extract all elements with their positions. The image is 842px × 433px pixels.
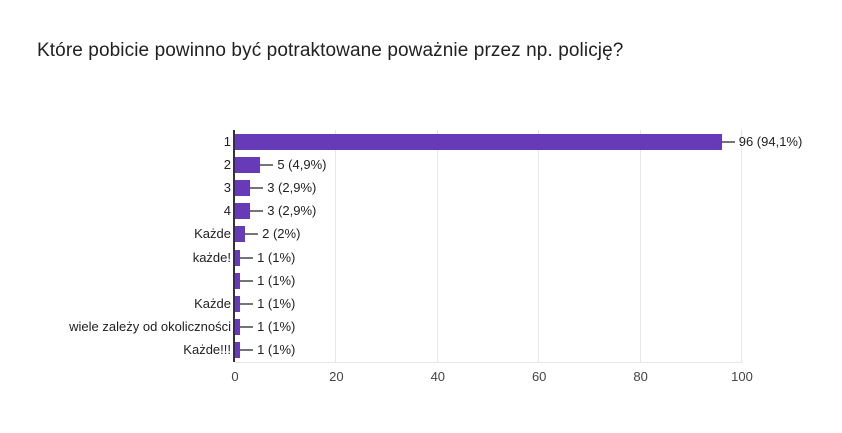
x-tick-label: 80 <box>633 369 648 384</box>
gridline <box>538 130 540 362</box>
gridline <box>741 130 742 362</box>
value-label: 1 (1%) <box>257 249 296 265</box>
leader-line <box>721 140 735 143</box>
category-label: wiele zależy od okoliczności <box>69 319 231 335</box>
gridline <box>335 130 337 362</box>
category-label: 4 <box>223 203 231 219</box>
category-label: Każde <box>194 226 231 242</box>
category-axis-labels: 1 2 3 4 Każde każde! Każde wiele zależy od okol… <box>0 130 231 362</box>
bar[interactable] <box>235 226 246 243</box>
category-label: 3 <box>223 180 231 195</box>
gridline <box>639 130 641 362</box>
leader-line <box>250 187 264 189</box>
category-label: 1 <box>223 133 231 149</box>
x-axis-tick-labels: 0 20 40 60 80 100 <box>231 369 752 389</box>
leader-line <box>240 326 254 329</box>
x-tick-label: 60 <box>531 369 547 384</box>
gridline <box>436 130 438 362</box>
bar[interactable] <box>235 249 241 266</box>
value-label: 3 (2,9%) <box>267 180 317 195</box>
y-axis-line <box>233 130 235 362</box>
value-label: 1 (1%) <box>257 342 296 358</box>
value-label: 5 (4,9%) <box>277 156 327 172</box>
value-label: 1 (1%) <box>257 272 296 288</box>
value-label: 2 (2%) <box>262 226 301 242</box>
leader-line <box>240 349 254 352</box>
value-label: 96 (94,1%) <box>738 133 803 149</box>
bar[interactable] <box>235 319 241 336</box>
bar[interactable] <box>235 133 722 150</box>
x-tick-label: 20 <box>329 369 344 384</box>
leader-line <box>245 233 259 236</box>
bar[interactable] <box>235 180 251 196</box>
category-label: 2 <box>223 156 231 172</box>
category-label: Każde!!! <box>183 342 231 358</box>
bar[interactable] <box>235 156 261 173</box>
x-tick-label: 0 <box>231 369 239 384</box>
value-label: 3 (2,9%) <box>267 203 317 219</box>
plot-area: 96 (94,1%) 5 (4,9%) 3 (2,9%) 3 (2,9%) 2 (2%)… <box>233 130 802 363</box>
leader-line <box>240 256 254 259</box>
category-label: Każde <box>194 296 231 311</box>
value-label: 1 (1%) <box>257 319 296 335</box>
bar[interactable] <box>235 342 241 359</box>
leader-line <box>260 163 274 166</box>
bar[interactable] <box>235 296 241 312</box>
value-label: 1 (1%) <box>257 296 296 311</box>
chart-title: Które pobicie powinno być potraktowane p… <box>37 40 624 61</box>
category-label: każde! <box>192 249 231 265</box>
x-axis-baseline <box>235 362 742 363</box>
leader-line <box>250 210 264 213</box>
leader-line <box>240 279 254 282</box>
x-tick-label: 100 <box>731 369 753 384</box>
bar[interactable] <box>235 203 251 220</box>
leader-line <box>240 303 254 305</box>
bar[interactable] <box>235 272 241 289</box>
x-tick-label: 40 <box>430 369 446 384</box>
